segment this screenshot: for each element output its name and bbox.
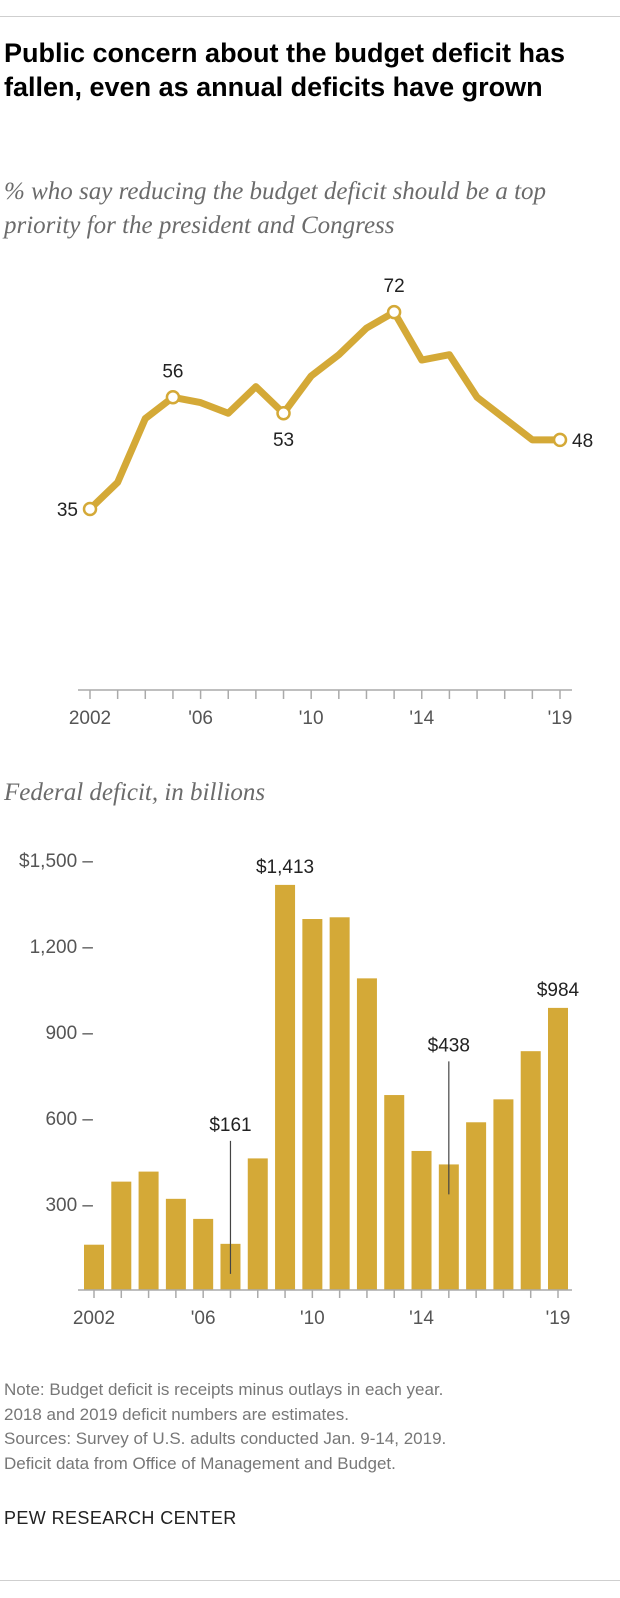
bar-chart: 300 – 600 – 900 – 1,200 – $1,500 – 2002 '06 '10… — [19, 851, 580, 1329]
y-tick-label: 600 – — [45, 1109, 93, 1130]
note-line: Note: Budget deficit is receipts minus o… — [4, 1380, 444, 1399]
bar — [411, 1150, 432, 1290]
bar — [356, 978, 377, 1290]
bar-chart-subtitle: Federal deficit, in billions — [4, 779, 266, 806]
bar-value-label: $984 — [537, 980, 580, 1001]
x-tick-label: '14 — [409, 1308, 434, 1329]
bar-value-label: $1,413 — [256, 857, 314, 878]
x-tick-label: 2002 — [69, 708, 111, 729]
bar-value-label: $161 — [209, 1115, 251, 1136]
bar — [384, 1095, 405, 1290]
data-point-marker — [386, 304, 402, 320]
bar — [520, 1051, 541, 1290]
data-point-marker — [82, 501, 98, 517]
x-tick-label: '06 — [188, 708, 213, 729]
x-tick-label: '06 — [191, 1308, 216, 1329]
x-tick-label: '14 — [409, 708, 434, 729]
notes: Note: Budget deficit is receipts minus o… — [4, 1378, 614, 1476]
data-label: 48 — [572, 431, 593, 452]
data-point-marker — [276, 405, 291, 421]
bar — [548, 1007, 568, 1290]
series-line — [86, 308, 564, 513]
bar — [111, 1181, 132, 1290]
top-rule — [0, 16, 620, 17]
bar — [493, 1099, 514, 1290]
data-point-marker — [552, 432, 568, 448]
source-line: Sources: Survey of U.S. adults conducted… — [4, 1429, 447, 1448]
x-tick-label: '19 — [546, 1308, 571, 1329]
source-org: PEW RESEARCH CENTER — [4, 1508, 237, 1528]
bar — [438, 1164, 459, 1290]
data-label: 53 — [273, 430, 294, 451]
x-tick-label: 2002 — [73, 1308, 115, 1329]
y-tick-label: 300 – — [45, 1195, 93, 1216]
data-label: 56 — [162, 361, 183, 382]
data-label: 35 — [57, 500, 78, 521]
x-tick-label: '10 — [299, 708, 324, 729]
y-tick-label: 1,200 – — [30, 937, 94, 958]
bar-value-label: $438 — [428, 1035, 470, 1056]
line-chart-subtitle: % who say reducing the budget deficit sh… — [4, 178, 547, 239]
chart-title: Public concern about the budget deficit … — [4, 38, 566, 102]
x-tick-label: '19 — [548, 708, 573, 729]
source-line: Deficit data from Office of Management a… — [4, 1453, 396, 1473]
line-chart: 2002 '06 '10 '14 '19 35 56 53 72 48 — [57, 276, 593, 729]
data-point-marker — [165, 390, 181, 405]
y-tick-label: $1,500 – — [19, 851, 93, 872]
bar — [84, 1244, 104, 1290]
bar — [138, 1171, 159, 1290]
bottom-rule — [0, 1580, 620, 1581]
note-line: 2018 and 2019 deficit numbers are estima… — [4, 1404, 349, 1424]
bar — [193, 1218, 214, 1290]
bar — [165, 1198, 186, 1290]
y-tick-label: 900 – — [45, 1023, 93, 1044]
x-tick-label: '10 — [300, 1308, 325, 1329]
bar — [302, 919, 323, 1290]
bar — [247, 1158, 268, 1290]
data-label: 72 — [384, 276, 405, 297]
bar — [466, 1122, 487, 1290]
bar — [275, 884, 296, 1290]
bar — [329, 917, 350, 1290]
